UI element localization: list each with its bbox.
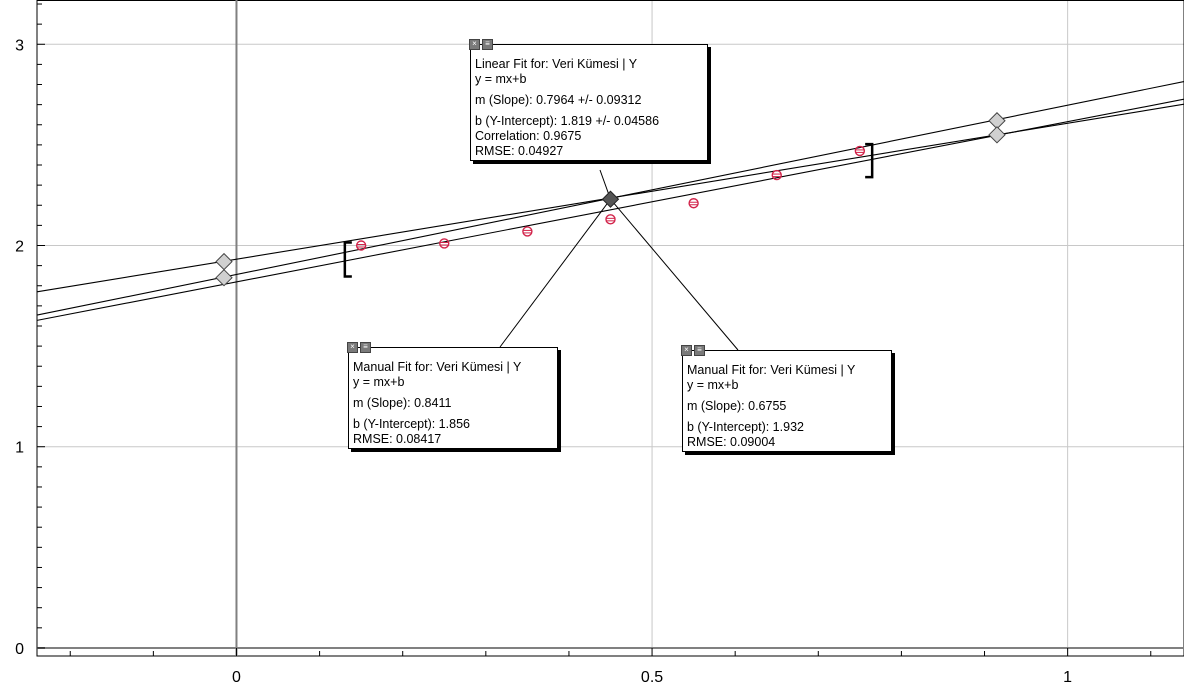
tick-marks (37, 3, 1152, 656)
pivot-handle[interactable] (601, 190, 620, 208)
menu-icon[interactable]: ≡ (694, 345, 705, 356)
data-point (854, 145, 866, 157)
data-point-circle (688, 198, 699, 209)
x-tick-label: 0 (232, 669, 241, 686)
left-bracket[interactable] (343, 241, 352, 278)
x-tick-label: 0.5 (641, 669, 663, 686)
data-point (439, 238, 450, 249)
fit-intercept: b (Y-Intercept): 1.932 (687, 420, 804, 434)
menu-icon[interactable]: ≡ (360, 342, 371, 353)
fit-title: Manual Fit for: Veri Kümesi | Y (687, 363, 856, 377)
fit-rmse: RMSE: 0.09004 (687, 435, 776, 449)
data-point-circle (854, 145, 866, 157)
data-point (688, 198, 699, 209)
fit-rmse: RMSE: 0.04927 (475, 144, 564, 158)
fit-range-brackets[interactable] (343, 142, 874, 278)
fit-handle[interactable] (988, 126, 1006, 144)
data-point-circle (605, 214, 616, 225)
plot-frame (36, 0, 1184, 657)
fit-equation: y = mx+b (687, 378, 739, 392)
fit-handle[interactable] (215, 268, 233, 287)
fit-handle[interactable] (215, 252, 233, 271)
y-tick-label: 1 (15, 440, 24, 457)
data-point (605, 214, 616, 225)
fit-handles[interactable] (215, 112, 1006, 287)
fit-rmse: RMSE: 0.08417 (353, 432, 442, 446)
fit-slope: m (Slope): 0.7964 +/- 0.09312 (475, 93, 642, 107)
fit-title: Manual Fit for: Veri Kümesi | Y (353, 360, 522, 374)
linear-fit-box[interactable]: × ≡ Linear Fit for: Veri Kümesi | Y y = m… (469, 39, 708, 161)
data-point (771, 169, 782, 181)
fit-slope: m (Slope): 0.6755 (687, 399, 787, 413)
fit-intercept: b (Y-Intercept): 1.856 (353, 417, 470, 431)
data-point-circle (771, 169, 782, 181)
x-tick-label: 1 (1063, 669, 1072, 686)
y-tick-label: 0 (15, 641, 24, 658)
data-points (355, 145, 866, 251)
fit-intercept: b (Y-Intercept): 1.819 +/- 0.04586 (475, 114, 660, 128)
fit-correlation: Correlation: 0.9675 (475, 129, 582, 143)
data-point-circle (522, 226, 533, 237)
manual-fit-box-1[interactable]: × ≡ Manual Fit for: Veri Kümesi | Y y = m… (347, 342, 558, 449)
right-bracket[interactable] (865, 142, 874, 179)
fit-equation: y = mx+b (475, 72, 527, 86)
manual-fit-1-leader (499, 198, 611, 348)
data-point (522, 226, 533, 237)
axes (36, 0, 1184, 657)
close-icon[interactable]: × (681, 345, 692, 356)
data-point-circle (439, 238, 450, 249)
y-tick-label: 3 (15, 37, 24, 54)
data-point-circle (355, 240, 367, 251)
menu-icon[interactable]: ≡ (482, 39, 493, 50)
fit-slope: m (Slope): 0.8411 (353, 396, 452, 410)
close-icon[interactable]: × (469, 39, 480, 50)
fit-title: Linear Fit for: Veri Kümesi | Y (475, 57, 638, 71)
close-icon[interactable]: × (347, 342, 358, 353)
y-tick-label: 2 (15, 238, 24, 255)
manual-fit-2-leader (610, 198, 739, 351)
tick-labels: 0 0.5 1 0 1 2 3 (15, 37, 1072, 686)
manual-fit-box-2[interactable]: × ≡ Manual Fit for: Veri Kümesi | Y y = m… (681, 345, 892, 452)
data-point (355, 240, 367, 251)
fit-equation: y = mx+b (353, 375, 405, 389)
